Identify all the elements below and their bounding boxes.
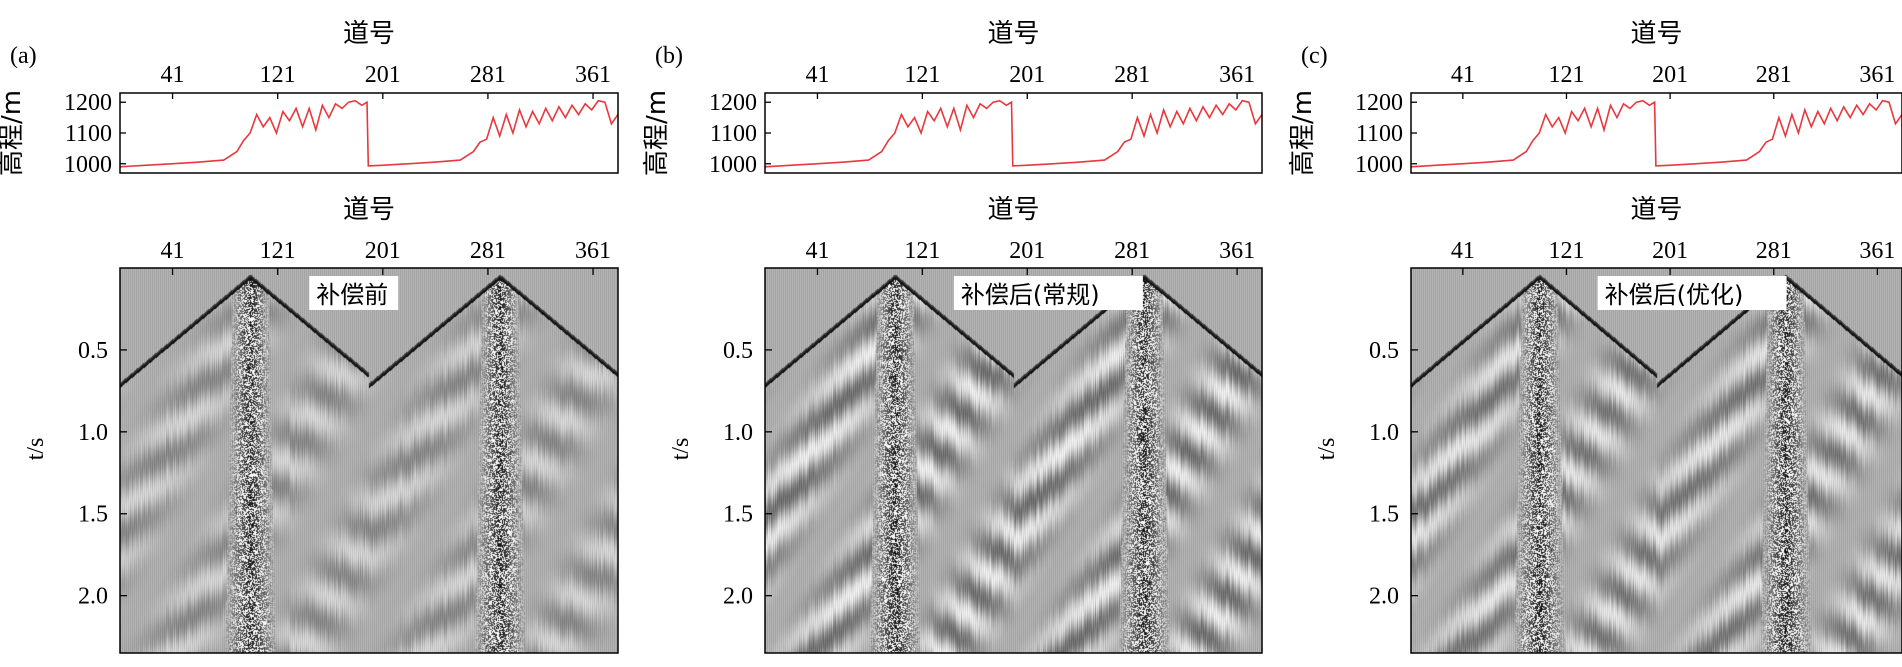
seismic-xlabel: 道号 <box>987 195 1039 225</box>
elevation-y-tick-label: 1200 <box>709 90 757 116</box>
seismic-y-tick-label: 1.5 <box>723 502 753 528</box>
panel-a: (a) 道号 41 121 201 281 361 1000 1100 1200 高程/m 道号 41 1… <box>0 19 619 654</box>
elevation-x-tick-label: 361 <box>1859 62 1895 88</box>
seismic-x-tick-label: 41 <box>1451 238 1475 264</box>
seismic-y-tick-label: 0.5 <box>1369 338 1399 364</box>
elevation-y-tick-label: 1000 <box>709 152 757 178</box>
seismic-y-tick-label: 1.5 <box>78 502 108 528</box>
elevation-y-tick-label: 1200 <box>64 90 112 116</box>
panel-c: (c) 道号 41 121 201 281 361 1000 1100 1200 高程/m 道号 41 1… <box>1288 19 1902 654</box>
elevation-y-tick-label: 1100 <box>65 121 112 147</box>
elevation-x-tick-label: 361 <box>575 62 611 88</box>
seismic-x-tick-label: 121 <box>260 238 296 264</box>
panel-label: (a) <box>10 43 37 69</box>
annotation-label: 补偿后(常规) <box>961 281 1100 309</box>
elevation-x-tick-label: 201 <box>1009 62 1045 88</box>
panel-label: (c) <box>1301 43 1328 69</box>
elevation-x-tick-label: 281 <box>1114 62 1150 88</box>
elevation-x-tick-label: 361 <box>1219 62 1255 88</box>
elevation-ylabel: 高程/m <box>1288 90 1318 176</box>
elevation-xlabel: 道号 <box>987 19 1039 49</box>
seismic-section-image <box>1411 268 1902 653</box>
elevation-ylabel: 高程/m <box>0 90 27 176</box>
annotation-box <box>309 276 399 310</box>
seismic-xlabel: 道号 <box>343 195 395 225</box>
elevation-line <box>764 99 1263 168</box>
seismic-x-tick-label: 41 <box>805 238 829 264</box>
seismic-x-tick-label: 281 <box>1114 238 1150 264</box>
elevation-line <box>119 99 619 168</box>
elevation-y-tick-label: 1000 <box>64 152 112 178</box>
seismic-x-tick-label: 361 <box>575 238 611 264</box>
annotation-box <box>1597 276 1787 310</box>
annotation-box <box>953 276 1143 310</box>
elevation-x-tick-label: 121 <box>904 62 940 88</box>
elevation-ylabel: 高程/m <box>642 90 672 176</box>
annotation-label: 补偿后(优化) <box>1605 281 1744 309</box>
elevation-y-tick-label: 1100 <box>710 121 757 147</box>
seismic-y-tick-label: 0.5 <box>723 338 753 364</box>
seismic-frame <box>764 267 1263 654</box>
seismic-y-tick-label: 1.0 <box>78 420 108 446</box>
seismic-x-tick-label: 201 <box>365 238 401 264</box>
seismic-x-tick-label: 361 <box>1219 238 1255 264</box>
elevation-xlabel: 道号 <box>1630 19 1682 49</box>
seismic-ylabel: t/s <box>668 438 694 461</box>
seismic-x-tick-label: 201 <box>1009 238 1045 264</box>
elevation-xlabel: 道号 <box>343 19 395 49</box>
elevation-x-tick-label: 41 <box>161 62 185 88</box>
elevation-x-tick-label: 201 <box>365 62 401 88</box>
seismic-x-tick-label: 121 <box>904 238 940 264</box>
panel-b: (b) 道号 41 121 201 281 361 1000 1100 1200 高程/m 道号 41 1… <box>642 19 1263 654</box>
elevation-x-tick-label: 281 <box>1756 62 1792 88</box>
elevation-x-tick-label: 201 <box>1652 62 1688 88</box>
seismic-y-tick-label: 0.5 <box>78 338 108 364</box>
elevation-x-tick-label: 121 <box>1548 62 1584 88</box>
elevation-frame <box>119 92 619 174</box>
seismic-ylabel: t/s <box>23 438 49 461</box>
seismic-y-tick-label: 2.0 <box>1369 584 1399 610</box>
seismic-x-tick-label: 121 <box>1548 238 1584 264</box>
seismic-section-image <box>765 268 1262 653</box>
elevation-frame <box>764 92 1263 174</box>
seismic-y-tick-label: 1.5 <box>1369 502 1399 528</box>
elevation-x-tick-label: 121 <box>260 62 296 88</box>
seismic-ylabel: t/s <box>1314 438 1340 461</box>
seismic-section-image <box>120 268 618 653</box>
elevation-line <box>1410 99 1902 168</box>
elevation-x-tick-label: 41 <box>1451 62 1475 88</box>
seismic-y-tick-label: 2.0 <box>723 584 753 610</box>
seismic-y-tick-label: 2.0 <box>78 584 108 610</box>
seismic-frame <box>1410 267 1902 654</box>
panel-label: (b) <box>655 43 683 69</box>
seismic-x-tick-label: 281 <box>470 238 506 264</box>
annotation-label: 补偿前 <box>316 281 388 309</box>
elevation-y-tick-label: 1200 <box>1355 90 1403 116</box>
seismic-x-tick-label: 201 <box>1652 238 1688 264</box>
seismic-frame <box>119 267 619 654</box>
elevation-x-tick-label: 41 <box>805 62 829 88</box>
elevation-y-tick-label: 1000 <box>1355 152 1403 178</box>
elevation-x-tick-label: 281 <box>470 62 506 88</box>
elevation-frame <box>1410 92 1902 174</box>
seismic-x-tick-label: 361 <box>1859 238 1895 264</box>
seismic-x-tick-label: 41 <box>161 238 185 264</box>
elevation-y-tick-label: 1100 <box>1356 121 1403 147</box>
seismic-xlabel: 道号 <box>1630 195 1682 225</box>
seismic-y-tick-label: 1.0 <box>723 420 753 446</box>
seismic-x-tick-label: 281 <box>1756 238 1792 264</box>
seismic-y-tick-label: 1.0 <box>1369 420 1399 446</box>
